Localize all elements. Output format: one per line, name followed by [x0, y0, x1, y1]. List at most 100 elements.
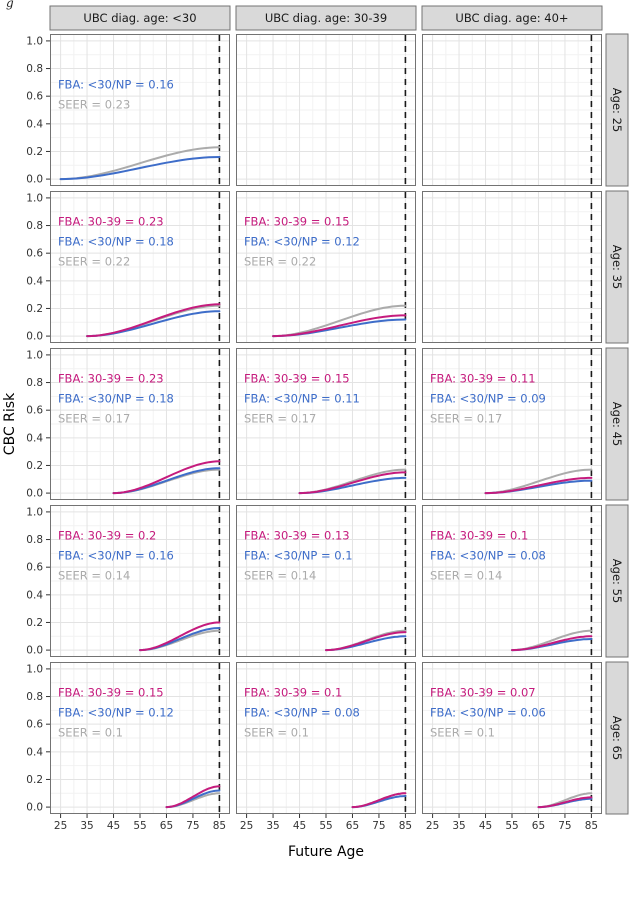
- x-tick-label: 35: [80, 820, 93, 832]
- grid-major: [236, 662, 416, 814]
- panel-border: [422, 191, 602, 343]
- x-tick-label: 55: [133, 820, 146, 832]
- panel-r4-c2: FBA: 30-39 = 0.13 FBA: <30/NP = 0.1 SEER =…: [236, 505, 416, 657]
- panel-border: [422, 34, 602, 186]
- x-tick-label: 45: [107, 820, 120, 832]
- figure-label-fragment: g: [6, 0, 14, 10]
- risk-curve-fba_30_39: [511, 635, 593, 652]
- annotation-fba_lt30_np: FBA: <30/NP = 0.11: [244, 392, 360, 406]
- col-strip: UBC diag. age: <30: [49, 5, 231, 31]
- y-tick-label: 0.8: [26, 63, 43, 75]
- risk-curve-fba_lt30_np: [59, 156, 221, 181]
- y-tick-label: 0.2: [26, 146, 43, 158]
- y-tick-label: 0.0: [26, 488, 43, 500]
- panel-border: [236, 348, 416, 500]
- y-tick-label: 0.6: [26, 248, 43, 260]
- panel-border: [236, 505, 416, 657]
- panel-r3-c2: FBA: 30-39 = 0.15 FBA: <30/NP = 0.11 SEER …: [236, 348, 416, 500]
- grid-major: [236, 348, 416, 500]
- y-tick-label: 1.0: [26, 663, 43, 675]
- annotation-fba_lt30_np: FBA: <30/NP = 0.18: [58, 235, 174, 249]
- row-strip: Age: 25: [605, 33, 629, 187]
- y-tick-label: 1.0: [26, 349, 43, 361]
- grid-minor: [236, 34, 416, 186]
- annotation-fba_lt30_np: FBA: <30/NP = 0.12: [58, 706, 174, 720]
- y-tick-label: 0.2: [26, 460, 43, 472]
- grid-major: [50, 191, 230, 343]
- x-tick-label: 65: [346, 820, 359, 832]
- row-strip-label: Age: 35: [610, 245, 624, 289]
- x-tick-label: 55: [505, 820, 518, 832]
- annotation-fba_30_39: FBA: 30-39 = 0.13: [244, 529, 350, 543]
- risk-curve-fba_30_39: [139, 621, 221, 652]
- annotation-fba_30_39: FBA: 30-39 = 0.15: [58, 686, 164, 700]
- x-tick-label: 75: [558, 820, 571, 832]
- grid-major: [236, 34, 416, 186]
- x-tick-label: 35: [452, 820, 465, 832]
- risk-curve-fba_30_39: [351, 792, 407, 809]
- y-tick-label: 0.0: [26, 802, 43, 814]
- x-tick-label: 65: [532, 820, 545, 832]
- panel-r1-c2: [236, 34, 416, 186]
- annotation-seer: SEER = 0.1: [430, 726, 495, 740]
- panel-r4-c1: FBA: 30-39 = 0.2 FBA: <30/NP = 0.16 SEER =…: [50, 505, 230, 657]
- annotation-fba_30_39: FBA: 30-39 = 0.15: [244, 215, 350, 229]
- y-tick-label: 0.6: [26, 719, 43, 731]
- x-tick-label: 35: [266, 820, 279, 832]
- annotation-fba_30_39: FBA: 30-39 = 0.2: [58, 529, 156, 543]
- y-tick-label: 0.0: [26, 645, 43, 657]
- annotation-fba_lt30_np: FBA: <30/NP = 0.12: [244, 235, 360, 249]
- col-strip-label: UBC diag. age: 30-39: [265, 11, 387, 25]
- y-tick-label: 0.6: [26, 91, 43, 103]
- y-tick-label: 0.8: [26, 220, 43, 232]
- grid-major: [236, 505, 416, 657]
- row-strip: Age: 65: [605, 661, 629, 815]
- panel-border: [50, 662, 230, 814]
- panel-border: [236, 662, 416, 814]
- annotation-seer: SEER = 0.14: [430, 569, 502, 583]
- panel-r5-c3: FBA: 30-39 = 0.07 FBA: <30/NP = 0.06 SEER …: [422, 662, 602, 814]
- panel-r2-c2: FBA: 30-39 = 0.15 FBA: <30/NP = 0.12 SEER …: [236, 191, 416, 343]
- panel-border: [50, 348, 230, 500]
- x-tick-label: 75: [372, 820, 385, 832]
- risk-curve-fba_30_39: [298, 471, 407, 495]
- annotation-seer: SEER = 0.1: [58, 726, 123, 740]
- annotation-fba_lt30_np: FBA: <30/NP = 0.1: [244, 549, 353, 563]
- x-tick-label: 45: [479, 820, 492, 832]
- risk-curve-fba_30_39: [112, 460, 221, 495]
- risk-curve-fba_30_39: [325, 631, 407, 652]
- panel-border: [422, 348, 602, 500]
- x-tick-label: 85: [399, 820, 412, 832]
- annotation-fba_lt30_np: FBA: <30/NP = 0.16: [58, 549, 174, 563]
- annotation-seer: SEER = 0.17: [244, 412, 316, 426]
- panel-border: [236, 191, 416, 343]
- x-tick-label: 85: [585, 820, 598, 832]
- panel-r5-c1: FBA: 30-39 = 0.15 FBA: <30/NP = 0.12 SEER …: [50, 662, 230, 814]
- panel-border: [422, 505, 602, 657]
- y-tick-label: 0.4: [26, 275, 43, 287]
- panel-r4-c3: FBA: 30-39 = 0.1 FBA: <30/NP = 0.08 SEER =…: [422, 505, 602, 657]
- annotation-fba_30_39: FBA: 30-39 = 0.23: [58, 372, 164, 386]
- annotation-seer: SEER = 0.22: [244, 255, 316, 269]
- panel-r5-c2: FBA: 30-39 = 0.1 FBA: <30/NP = 0.08 SEER =…: [236, 662, 416, 814]
- annotation-seer: SEER = 0.1: [244, 726, 309, 740]
- y-tick-label: 1.0: [26, 35, 43, 47]
- y-tick-label: 0.8: [26, 377, 43, 389]
- x-tick-label: 25: [240, 820, 253, 832]
- panel-r2-c3: [422, 191, 602, 343]
- panel-r1-c3: [422, 34, 602, 186]
- panel-r2-c1: FBA: 30-39 = 0.23 FBA: <30/NP = 0.18 SEER …: [50, 191, 230, 343]
- y-tick-label: 0.6: [26, 405, 43, 417]
- y-tick-label: 0.2: [26, 303, 43, 315]
- annotation-fba_30_39: FBA: 30-39 = 0.07: [430, 686, 536, 700]
- col-strip: UBC diag. age: 30-39: [235, 5, 417, 31]
- annotation-seer: SEER = 0.17: [58, 412, 130, 426]
- panel-border: [236, 34, 416, 186]
- annotation-fba_30_39: FBA: 30-39 = 0.23: [58, 215, 164, 229]
- y-tick-label: 0.4: [26, 589, 43, 601]
- x-tick-label: 65: [160, 820, 173, 832]
- y-tick-label: 1.0: [26, 506, 43, 518]
- x-tick-label: 25: [426, 820, 439, 832]
